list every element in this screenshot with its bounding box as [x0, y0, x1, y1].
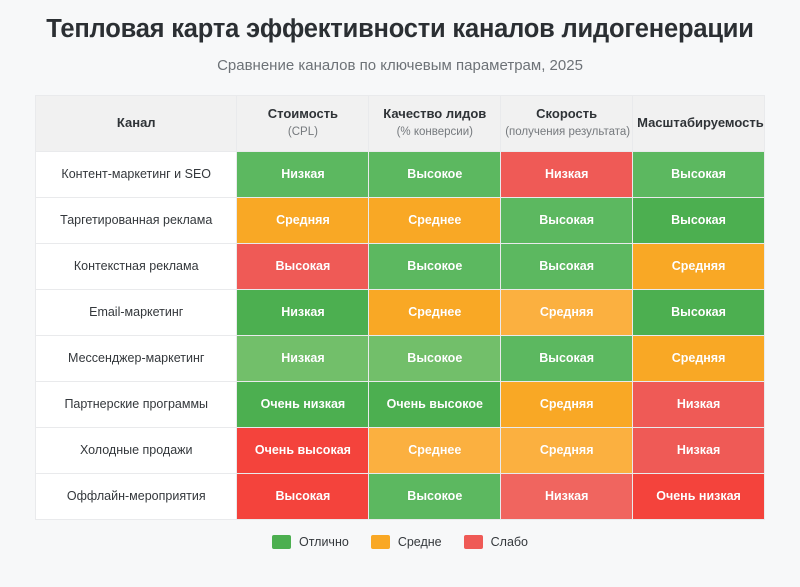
legend-item[interactable]: Средне	[370, 534, 442, 549]
column-header-label: Масштабируемость	[637, 114, 764, 130]
heatmap-cell[interactable]: Средняя	[633, 243, 764, 289]
heatmap-cell[interactable]: Высокая	[633, 289, 764, 335]
column-header-label: Качество лидов	[383, 105, 487, 121]
table-head: Канал Стоимость (CPL) Качество лидов (% конв…	[36, 95, 764, 151]
table-body: Контент-маркетинг и SEO Низкая Высокое Низк…	[36, 151, 764, 519]
column-header-cost[interactable]: Стоимость (CPL)	[237, 95, 369, 151]
heatmap-cell[interactable]: Низкая	[633, 381, 764, 427]
column-header-label: Скорость	[536, 105, 598, 121]
column-header-channel[interactable]: Канал	[36, 95, 237, 151]
heatmap-cell[interactable]: Низкая	[501, 151, 633, 197]
heatmap-cell[interactable]: Высокая	[501, 335, 633, 381]
legend-label: Средне	[397, 534, 442, 549]
heatmap-cell[interactable]: Очень низкая	[633, 473, 764, 519]
heatmap-cell[interactable]: Низкая	[237, 289, 369, 335]
heatmap-cell[interactable]: Высокое	[369, 473, 501, 519]
heatmap-cell[interactable]: Высокое	[369, 151, 501, 197]
heatmap-cell[interactable]: Низкая	[633, 427, 764, 473]
legend-swatch-icon	[370, 534, 390, 549]
row-label-channel[interactable]: Контекстная реклама	[36, 243, 237, 289]
legend-swatch-icon	[271, 534, 291, 549]
legend-label: Слабо	[490, 534, 529, 549]
row-label-channel[interactable]: Партнерские программы	[36, 381, 237, 427]
row-label-channel[interactable]: Оффлайн-мероприятия	[36, 473, 237, 519]
column-header-speed[interactable]: Скорость (получения результата)	[501, 95, 633, 151]
table-row: Холодные продажи Очень высокая Среднее Сред…	[36, 427, 764, 473]
heatmap-cell[interactable]: Высокое	[369, 335, 501, 381]
heatmap-cell[interactable]: Высокая	[501, 197, 633, 243]
table-row: Контент-маркетинг и SEO Низкая Высокое Низк…	[36, 151, 764, 197]
heatmap-cell[interactable]: Среднее	[369, 427, 501, 473]
heatmap-cell[interactable]: Средняя	[501, 289, 633, 335]
heatmap-cell[interactable]: Средняя	[633, 335, 764, 381]
column-header-scalability[interactable]: Масштабируемость	[633, 95, 764, 151]
legend-item[interactable]: Отлично	[271, 534, 349, 549]
heatmap-table: Канал Стоимость (CPL) Качество лидов (% конв…	[35, 94, 765, 520]
heatmap-cell[interactable]: Низкая	[237, 335, 369, 381]
heatmap-cell[interactable]: Высокая	[237, 473, 369, 519]
table-row: Таргетированная реклама Средняя Среднее Выс…	[36, 197, 764, 243]
heatmap-cell[interactable]: Низкая	[237, 151, 369, 197]
heatmap-cell[interactable]: Высокая	[237, 243, 369, 289]
heatmap-cell[interactable]: Низкая	[501, 473, 633, 519]
heatmap-cell[interactable]: Высокое	[369, 243, 501, 289]
column-header-sublabel: (% конверсии)	[396, 125, 473, 138]
column-header-sublabel: (CPL)	[287, 125, 318, 138]
legend: Отлично Средне Слабо	[271, 534, 529, 549]
heatmap-cell[interactable]: Среднее	[369, 289, 501, 335]
heatmap-table-wrapper: Канал Стоимость (CPL) Качество лидов (% конв…	[35, 94, 765, 520]
row-label-channel[interactable]: Контент-маркетинг и SEO	[36, 151, 237, 197]
table-row: Контекстная реклама Высокая Высокое Высокая…	[36, 243, 764, 289]
legend-label: Отлично	[298, 534, 349, 549]
row-label-channel[interactable]: Email-маркетинг	[36, 289, 237, 335]
heatmap-cell[interactable]: Среднее	[369, 197, 501, 243]
legend-swatch-icon	[463, 534, 483, 549]
column-header-quality[interactable]: Качество лидов (% конверсии)	[369, 95, 501, 151]
legend-item[interactable]: Слабо	[463, 534, 529, 549]
heatmap-cell[interactable]: Очень высокая	[237, 427, 369, 473]
header-row: Канал Стоимость (CPL) Качество лидов (% конв…	[36, 95, 764, 151]
row-label-channel[interactable]: Таргетированная реклама	[36, 197, 237, 243]
column-header-label: Стоимость	[267, 105, 339, 121]
heatmap-cell[interactable]: Высокая	[633, 151, 764, 197]
heatmap-cell[interactable]: Высокая	[633, 197, 764, 243]
column-header-sublabel: (получения результата)	[505, 125, 631, 138]
page-subtitle: Сравнение каналов по ключевым параметрам…	[217, 56, 583, 74]
table-row: Email-маркетинг Низкая Среднее Средняя Высок…	[36, 289, 764, 335]
page-title: Тепловая карта эффективности каналов лид…	[46, 15, 754, 43]
heatmap-cell[interactable]: Очень высокое	[369, 381, 501, 427]
heatmap-cell[interactable]: Средняя	[237, 197, 369, 243]
heatmap-cell[interactable]: Высокая	[501, 243, 633, 289]
heatmap-cell[interactable]: Очень низкая	[237, 381, 369, 427]
heatmap-cell[interactable]: Средняя	[501, 381, 633, 427]
table-row: Мессенджер-маркетинг Низкая Высокое Высокая…	[36, 335, 764, 381]
column-header-label: Канал	[116, 114, 156, 130]
row-label-channel[interactable]: Мессенджер-маркетинг	[36, 335, 237, 381]
row-label-channel[interactable]: Холодные продажи	[36, 427, 237, 473]
table-row: Оффлайн-мероприятия Высокая Высокое Низкая О…	[36, 473, 764, 519]
table-row: Партнерские программы Очень низкая Очень в…	[36, 381, 764, 427]
heatmap-cell[interactable]: Средняя	[501, 427, 633, 473]
